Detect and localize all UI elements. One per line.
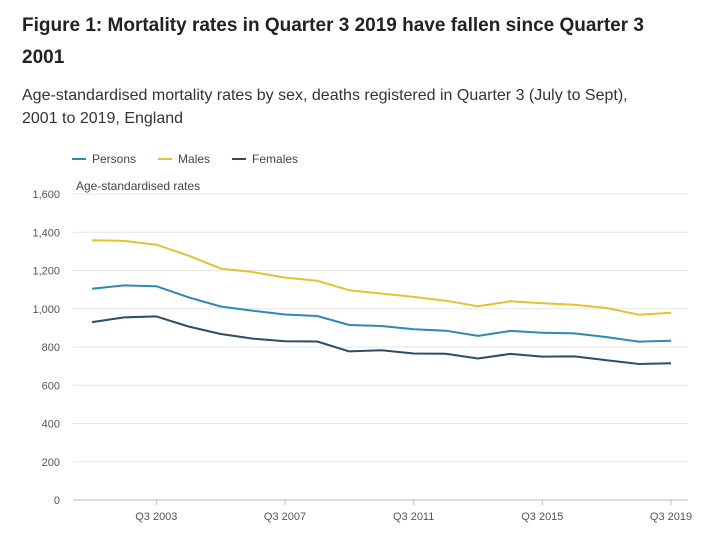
y-tick-label: 200	[42, 457, 60, 469]
x-tick-label: Q3 2015	[521, 511, 563, 523]
chart-subtitle: Age-standardised mortality rates by sex,…	[22, 87, 628, 127]
legend-item-males: Males	[158, 152, 210, 166]
series-line-females	[91, 315, 672, 365]
y-tick-label: 1,600	[32, 189, 60, 201]
legend-item-females: Females	[232, 152, 298, 166]
y-tick-label: 1,400	[32, 227, 60, 239]
y-tick-label: 1,200	[32, 266, 60, 278]
chart-legend: Persons Males Females	[72, 152, 320, 166]
series-line-persons	[91, 284, 672, 343]
x-tick-label: Q3 2003	[135, 511, 177, 523]
x-tick-label: Q3 2019	[650, 511, 692, 523]
x-tick-label: Q3 2007	[264, 511, 306, 523]
y-tick-label: 400	[42, 419, 60, 431]
x-tick-label: Q3 2011	[393, 511, 434, 523]
y-tick-label: 0	[54, 495, 60, 507]
y-tick-label: 600	[42, 380, 60, 392]
legend-label-males: Males	[178, 152, 211, 166]
legend-swatch-persons	[72, 158, 86, 160]
series-line-males	[91, 239, 672, 316]
series-lines	[91, 239, 672, 365]
axes: 0 200 400 600 800 1,000 1,200 1,400 1,600 Q3 2003…	[32, 189, 692, 523]
y-tick-label: 800	[42, 342, 60, 354]
y-axis-label: Age-standardised rates	[76, 179, 200, 193]
legend-label-females: Females	[252, 152, 299, 166]
legend-swatch-females	[232, 158, 247, 160]
legend-item-persons: Persons	[72, 152, 136, 166]
legend-label-persons: Persons	[92, 152, 137, 166]
legend-swatch-males	[158, 158, 173, 160]
y-tick-label: 1,000	[32, 304, 60, 316]
chart-title: Figure 1: Mortality rates in Quarter 3 2…	[22, 15, 644, 68]
gridlines	[73, 193, 688, 501]
